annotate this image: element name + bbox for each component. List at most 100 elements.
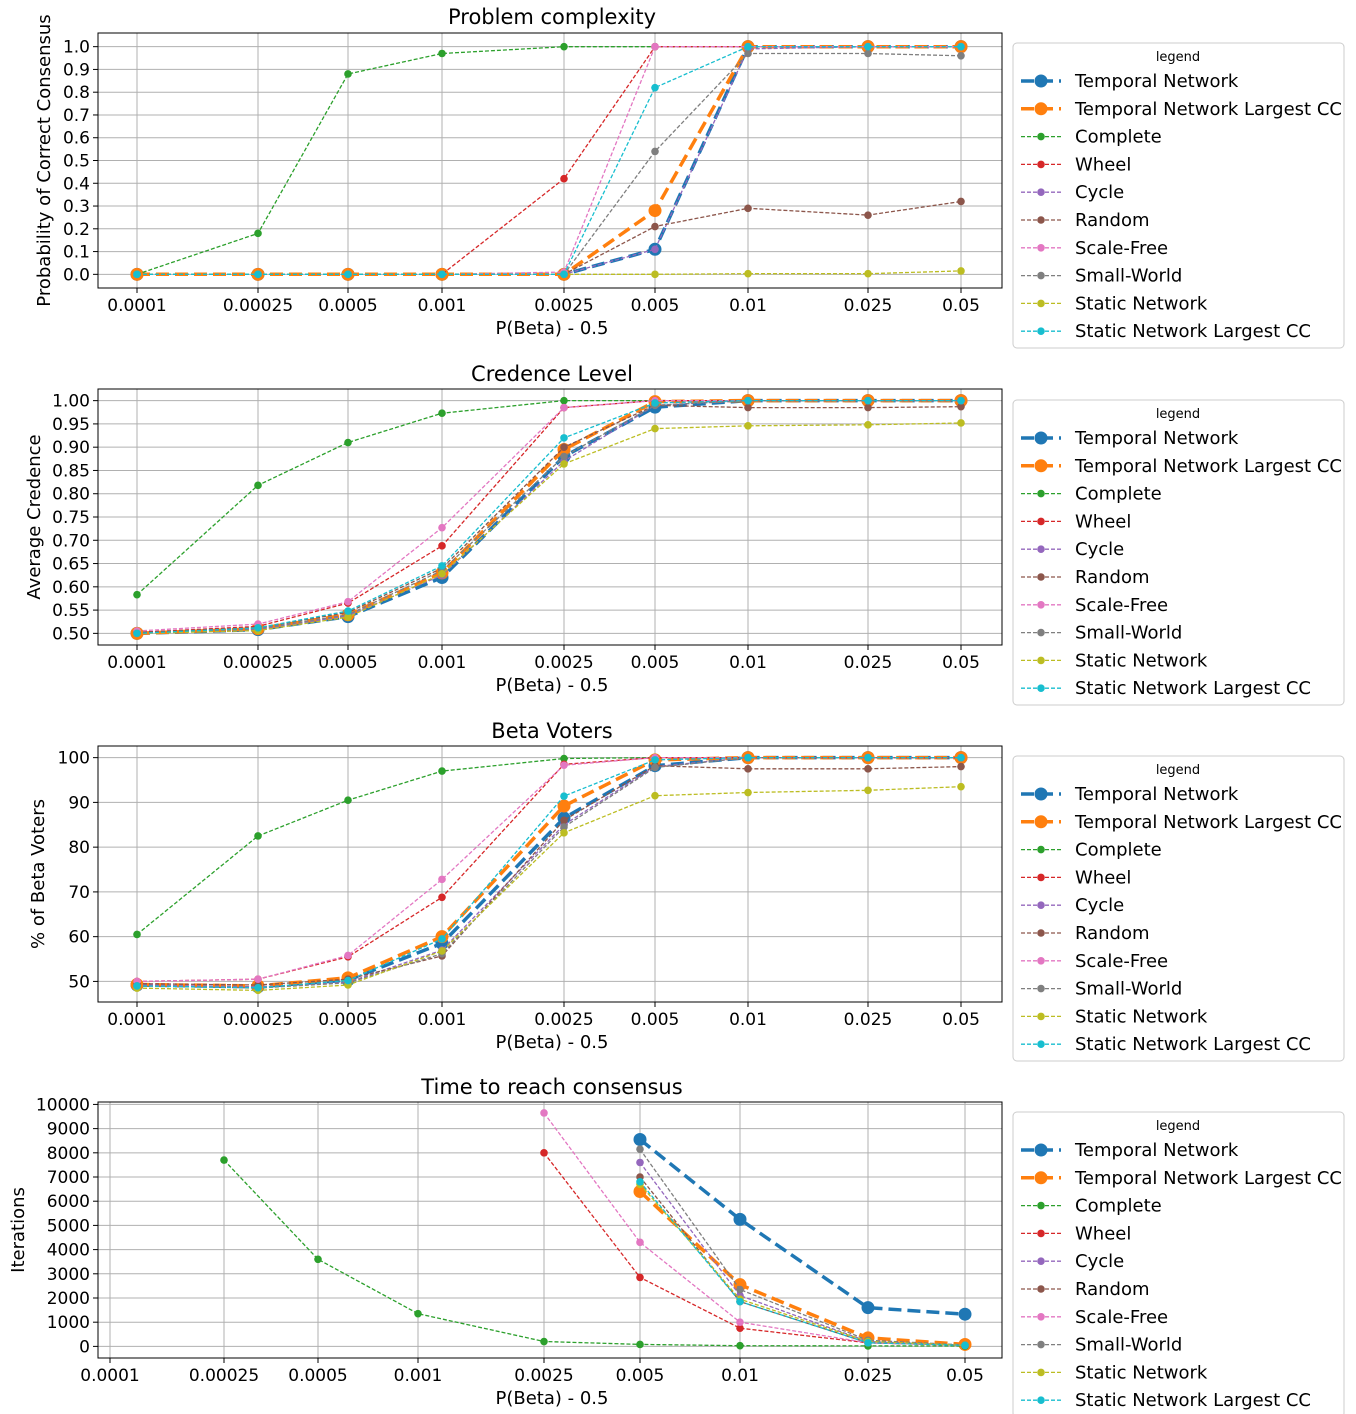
y-tick-label: 4000 — [47, 1241, 90, 1261]
chart-panel-3: 50 60 70 80 90 100 0.0001 0.00025 0.0005 0.001 0.0… — [28, 719, 1003, 1053]
x-tick-label: 0.01 — [729, 296, 767, 316]
x-tick-label: 0.025 — [844, 296, 893, 316]
data-point — [560, 270, 568, 279]
series-static-network-largest-cc — [636, 1178, 969, 1350]
y-tick-label: 0.65 — [52, 555, 90, 575]
data-point — [651, 222, 659, 231]
data-point — [744, 396, 752, 405]
y-tick-label: 10000 — [36, 1095, 90, 1115]
legend-swatch-marker — [1034, 74, 1048, 88]
legend: legend Temporal Network Temporal Network L… — [1012, 755, 1345, 1062]
data-point — [133, 930, 141, 939]
legend-swatch-marker — [1037, 160, 1045, 169]
x-tick-label: 0.005 — [631, 1010, 680, 1030]
data-point — [744, 204, 752, 213]
data-point — [736, 1297, 744, 1306]
y-tick-label: 0.70 — [52, 531, 90, 551]
data-point — [220, 1156, 228, 1164]
y-tick-label: 0.2 — [63, 220, 90, 240]
data-point — [957, 396, 965, 405]
x-tick-label: 0.0001 — [107, 296, 166, 316]
data-point — [438, 875, 446, 884]
legend-swatch-marker — [1034, 459, 1048, 473]
series-static-network — [636, 1180, 969, 1349]
series-line — [137, 200, 962, 275]
data-point — [438, 947, 446, 955]
legend-entry-label: Random — [1075, 923, 1150, 944]
legend-swatch-marker — [1037, 327, 1045, 336]
legend-entry-label: Static Network — [1075, 293, 1208, 314]
data-point — [344, 613, 352, 621]
legend-swatch-marker — [1037, 132, 1045, 141]
legend-entry-label: Static Network — [1075, 1006, 1208, 1027]
data-point — [438, 409, 446, 418]
y-tick-label: 3000 — [47, 1265, 90, 1285]
chart-panel-2: 0.50 0.55 0.60 0.65 0.70 0.75 0.80 0.85 0.90 0.95… — [24, 362, 1003, 696]
data-point — [254, 229, 262, 238]
plot-frame — [97, 745, 1003, 1003]
y-tick-label: 8000 — [47, 1144, 90, 1164]
chart-panel-1: 0.00.1 0.2 0.3 0.40.5 0.6 0.7 0.8 0.91.0 0.0001 0… — [34, 5, 1003, 339]
series-line — [136, 399, 961, 632]
x-tick-label: 0.005 — [631, 296, 680, 316]
series-line — [136, 756, 961, 989]
legend-swatch-marker — [1037, 929, 1045, 937]
series-line — [223, 1159, 966, 1347]
legend-entry-label: Static Network Largest CC — [1075, 321, 1311, 342]
data-point — [864, 753, 872, 762]
data-point — [636, 1145, 644, 1153]
data-point — [438, 935, 446, 943]
y-tick-label: 0.95 — [52, 415, 90, 435]
legend-entry-label: Wheel — [1075, 154, 1131, 175]
legend-swatch-marker — [1037, 1229, 1045, 1238]
y-tick-label: 0.80 — [52, 485, 90, 505]
series-static-network — [133, 782, 965, 995]
data-point — [651, 763, 659, 772]
data-point — [733, 1212, 747, 1226]
data-point — [254, 975, 262, 983]
legend-entry-label: Temporal Network Largest CC — [1074, 99, 1342, 120]
data-point — [744, 269, 752, 278]
series-static-network-largest-cc — [133, 42, 965, 279]
data-point — [560, 761, 568, 770]
data-point — [438, 562, 446, 570]
legend: legend Temporal Network Temporal Network L… — [1012, 42, 1345, 349]
data-point — [744, 765, 752, 773]
data-point — [344, 270, 352, 279]
series-temporal-network — [130, 751, 968, 994]
legend-entry-label: Small-World — [1075, 266, 1182, 287]
legend-swatch-marker — [1037, 656, 1045, 665]
x-tick-label: 0.025 — [844, 1010, 893, 1030]
series-line — [543, 1152, 966, 1346]
x-tick-label: 0.025 — [844, 1366, 893, 1386]
data-point — [344, 796, 352, 804]
legend-entry-label: Static Network Largest CC — [1075, 1390, 1311, 1411]
y-tick-label: 1.0 — [63, 38, 90, 58]
data-point — [744, 421, 752, 430]
data-point — [651, 791, 659, 800]
series-line — [137, 52, 962, 275]
data-point — [651, 424, 659, 433]
data-point — [651, 270, 659, 279]
data-point — [254, 983, 262, 992]
legend-frame — [1012, 1111, 1345, 1414]
legend-entry-label: Static Network Largest CC — [1075, 1034, 1311, 1055]
data-point — [957, 197, 965, 206]
series-line — [136, 756, 961, 983]
chart-title: Time to reach consensus — [420, 1075, 682, 1099]
data-point — [540, 1337, 548, 1346]
legend-swatch-marker — [1037, 628, 1045, 637]
data-point — [736, 1341, 744, 1350]
x-tick-label: 0.005 — [616, 1366, 665, 1386]
legend-entry-label: Temporal Network — [1074, 1140, 1239, 1161]
series-line — [639, 1183, 966, 1346]
series-complete — [220, 1156, 969, 1350]
series-random — [636, 1173, 969, 1350]
y-tick-label: 2000 — [47, 1289, 90, 1309]
series-line — [639, 1148, 966, 1346]
data-point — [864, 421, 872, 429]
legend-entry-label: Static Network Largest CC — [1075, 678, 1311, 699]
data-point — [744, 42, 752, 51]
legend-frame — [1012, 755, 1345, 1062]
series-line — [639, 1162, 966, 1346]
